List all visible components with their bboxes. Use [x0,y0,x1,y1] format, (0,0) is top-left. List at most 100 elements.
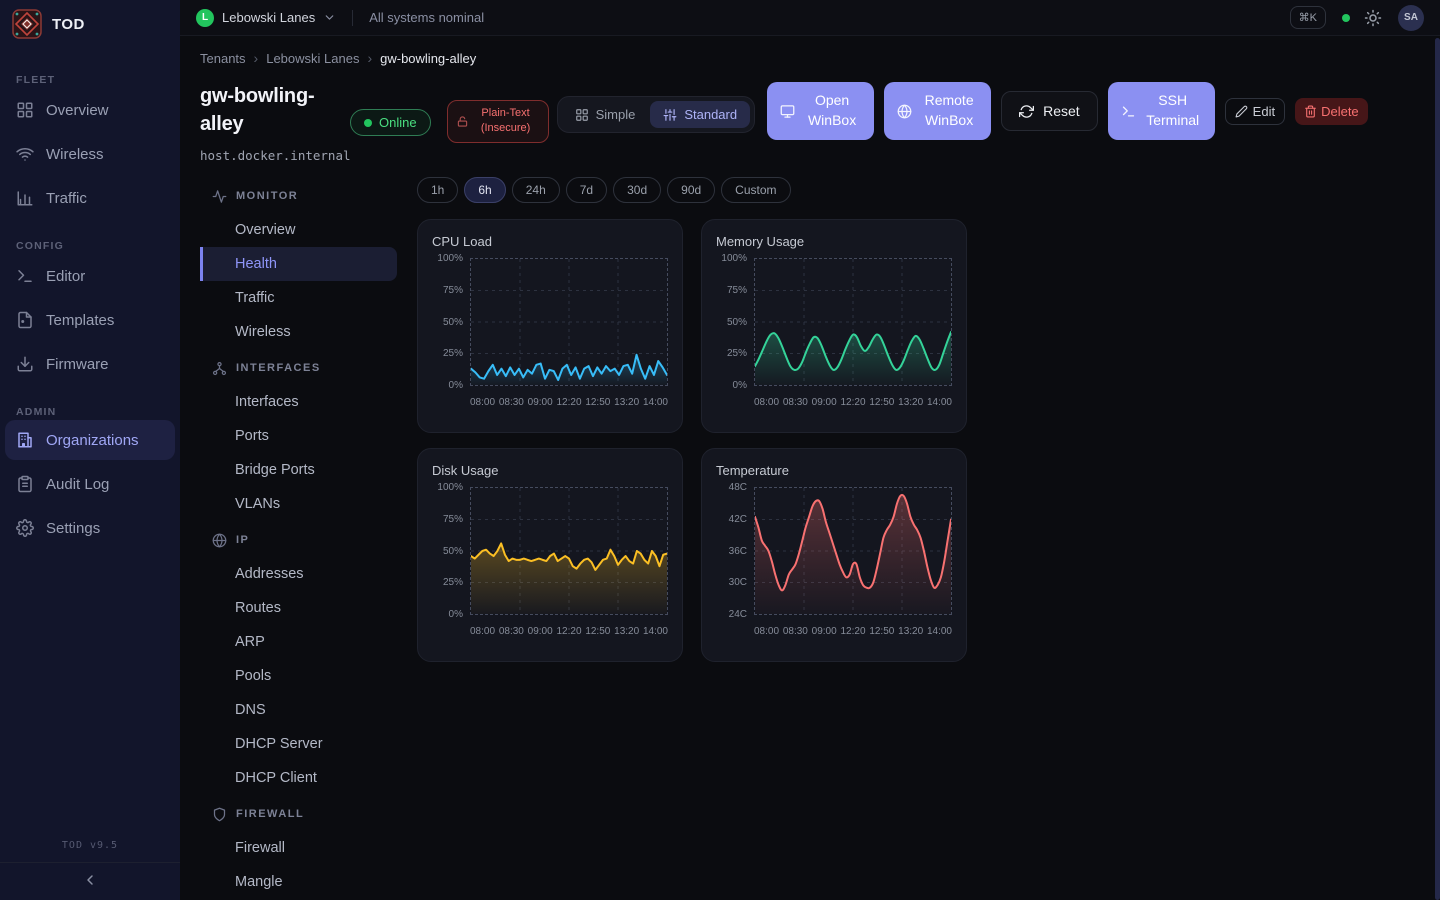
x-axis-tick: 12:20 [556,397,581,408]
sliders-icon [663,108,677,122]
sidebar-item-firmware[interactable]: Firmware [0,342,180,386]
subnav-item-dhcp-server[interactable]: DHCP Server [200,727,397,761]
chart-plot-memory-usage [754,258,952,386]
subnav-item-pools[interactable]: Pools [200,659,397,693]
subnav-item-routes[interactable]: Routes [200,591,397,625]
time-range-30d[interactable]: 30d [613,177,661,203]
subnav-item-interfaces[interactable]: Interfaces [200,385,397,419]
scrollbar[interactable] [1435,38,1440,900]
subnav-item-wireless[interactable]: Wireless [200,315,397,349]
x-axis: 08:0008:3009:0012:2012:5013:2014:00 [754,626,952,637]
subnav-section-monitor: MONITOR [200,179,397,213]
building-icon [16,431,34,449]
reset-button[interactable]: Reset [1001,91,1098,131]
app-logo: TOD [0,0,180,48]
time-range-7d[interactable]: 7d [566,177,607,203]
theme-toggle-sun-icon[interactable] [1364,9,1382,27]
chart-card-disk-usage: Disk Usage 100%75%50%25%0% [417,448,683,662]
subnav-section-label: INTERFACES [236,362,321,374]
time-range-1h[interactable]: 1h [417,177,458,203]
system-status: All systems nominal [369,10,484,25]
sidebar-item-editor[interactable]: Editor [0,254,180,298]
sidebar-item-templates[interactable]: Templates [0,298,180,342]
x-axis-tick: 12:50 [869,397,894,408]
time-range-custom[interactable]: Custom [721,177,790,203]
x-axis-tick: 12:20 [840,626,865,637]
device-subnav: MONITOROverviewHealthTrafficWireless INT… [200,177,397,899]
online-dot-icon [364,119,372,127]
tenant-avatar: L [196,9,214,27]
sidebar-item-traffic[interactable]: Traffic [0,176,180,220]
sidebar-item-organizations[interactable]: Organizations [5,420,175,460]
remote-winbox-button[interactable]: Remote WinBox [884,82,991,140]
x-axis-tick: 08:00 [754,397,779,408]
terminal-icon [16,267,34,285]
breadcrumb-separator-icon: › [367,50,372,66]
gear-icon [16,519,34,537]
time-range-6h[interactable]: 6h [464,177,505,203]
sidebar-item-label: Audit Log [46,476,109,493]
subnav-item-vlans[interactable]: VLANs [200,487,397,521]
subnav-item-health[interactable]: Health [200,247,397,281]
device-actions: Open WinBox Remote WinBox Reset SSH Term… [767,82,1368,140]
subnav-item-arp[interactable]: ARP [200,625,397,659]
time-range-90d[interactable]: 90d [667,177,715,203]
time-range-24h[interactable]: 24h [512,177,560,203]
sidebar-collapse-button[interactable] [76,870,104,894]
x-axis-tick: 08:00 [754,626,779,637]
sidebar-item-label: Overview [46,102,109,119]
globe-icon [212,533,227,548]
subnav-item-ports[interactable]: Ports [200,419,397,453]
x-axis-tick: 09:00 [812,626,837,637]
pencil-icon [1235,105,1248,118]
sidebar-item-audit-log[interactable]: Audit Log [0,462,180,506]
x-axis-tick: 08:30 [783,397,808,408]
subnav-item-dns[interactable]: DNS [200,693,397,727]
x-axis-tick: 14:00 [927,397,952,408]
sidebar-item-label: Wireless [46,146,104,163]
subnav-item-overview[interactable]: Overview [200,213,397,247]
sidebar-item-overview[interactable]: Overview [0,88,180,132]
breadcrumb-item[interactable]: Tenants [200,51,246,66]
subnav-item-firewall[interactable]: Firewall [200,831,397,865]
button-label: Reset [1043,103,1080,119]
tenant-selector[interactable]: L Lebowski Lanes [196,9,336,27]
breadcrumb: Tenants›Lebowski Lanes›gw-bowling-alley [200,50,1440,66]
chart-card-cpu-load: CPU Load 100%75%50%25%0% [417,219,683,433]
sidebar-item-wireless[interactable]: Wireless [0,132,180,176]
delete-button[interactable]: Delete [1295,98,1368,125]
user-avatar[interactable]: SA [1398,5,1424,31]
button-label: Edit [1253,104,1275,119]
device-host: host.docker.internal [200,148,326,163]
x-axis-tick: 08:30 [499,626,524,637]
refresh-icon [1019,104,1034,119]
security-warning-badge: Plain-Text (Insecure) [447,100,549,143]
ssh-terminal-button[interactable]: SSH Terminal [1108,82,1215,140]
sidebar-item-settings[interactable]: Settings [0,506,180,550]
x-axis-tick: 08:00 [470,397,495,408]
y-axis-tick: 25% [443,577,463,588]
clipboard-icon [16,475,34,493]
network-icon [212,361,227,376]
y-axis-tick: 25% [727,348,747,359]
subnav-item-dhcp-client[interactable]: DHCP Client [200,761,397,795]
file-icon [16,311,34,329]
y-axis-tick: 50% [443,546,463,557]
chart-title: Temperature [716,463,952,478]
subnav-item-mangle[interactable]: Mangle [200,865,397,899]
breadcrumb-item[interactable]: Lebowski Lanes [266,51,359,66]
view-mode-simple[interactable]: Simple [562,101,649,128]
edit-button[interactable]: Edit [1225,98,1285,125]
command-palette-shortcut[interactable]: ⌘K [1290,6,1326,29]
subnav-item-addresses[interactable]: Addresses [200,557,397,591]
trash-icon [1304,105,1317,118]
button-label: SSH Terminal [1144,91,1202,130]
view-mode-standard[interactable]: Standard [650,101,750,128]
subnav-item-bridge-ports[interactable]: Bridge Ports [200,453,397,487]
x-axis-tick: 08:30 [499,397,524,408]
x-axis-tick: 14:00 [643,397,668,408]
x-axis-tick: 12:50 [585,397,610,408]
x-axis-tick: 12:50 [869,626,894,637]
open-winbox-button[interactable]: Open WinBox [767,82,874,140]
subnav-item-traffic[interactable]: Traffic [200,281,397,315]
